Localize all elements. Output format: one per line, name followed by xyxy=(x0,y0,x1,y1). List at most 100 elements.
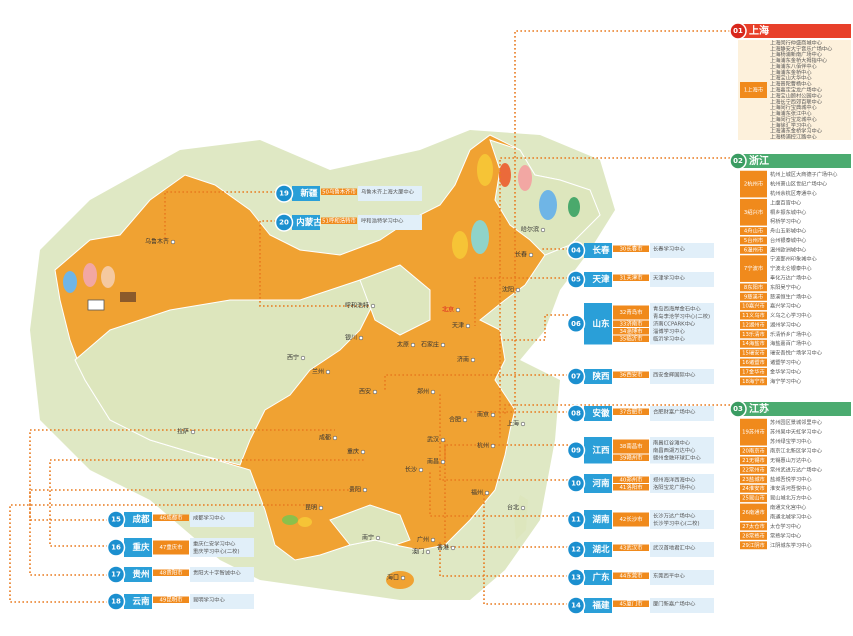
province-box xyxy=(584,510,612,529)
city-name: 38南昌市 xyxy=(619,442,643,450)
province-name: 天津 xyxy=(592,274,610,285)
province-name: 云南 xyxy=(132,596,150,607)
city-name: 28常熟市 xyxy=(742,531,765,539)
city-name: 14海盐市 xyxy=(742,339,765,347)
city-dot xyxy=(425,549,431,555)
city-name: 20南京市 xyxy=(742,447,765,455)
leader-line xyxy=(259,220,370,307)
center-name: 合肥财富广场中心 xyxy=(653,407,696,415)
city-box xyxy=(740,82,767,98)
city-name: 51呼和浩特市 xyxy=(322,216,356,224)
centers-box xyxy=(358,186,422,201)
panel-title: 江苏 xyxy=(749,402,769,415)
city-dot xyxy=(332,435,338,441)
center-name: 青岛西海岸金石中心 xyxy=(653,304,701,312)
center-name: 温州欧洲城中心 xyxy=(770,245,806,253)
centers-box xyxy=(650,542,714,557)
callout-number: 18 xyxy=(111,598,121,606)
center-name: 昆山城北万方中心 xyxy=(770,494,812,502)
city-label: 杭州 xyxy=(477,442,489,450)
city-dot xyxy=(462,417,468,423)
city-box xyxy=(740,170,767,198)
city-name: 45厦门市 xyxy=(619,599,643,607)
city-box xyxy=(613,544,649,551)
center-name: 南通文化宫中心 xyxy=(770,503,806,511)
center-name: 江阴城东学习中心 xyxy=(770,541,812,549)
city-box xyxy=(613,335,649,342)
city-box xyxy=(740,292,767,301)
center-name: 贵阳大十字智诚中心 xyxy=(193,568,241,576)
callout-number-badge xyxy=(106,565,126,584)
city-box xyxy=(613,600,649,607)
city-label: 长沙 xyxy=(405,466,417,474)
city-name: 5台州市 xyxy=(744,236,764,244)
callout-number-badge xyxy=(106,538,126,557)
city-label: 银川 xyxy=(345,334,357,342)
province-name: 新疆 xyxy=(300,188,318,199)
center-name: 盐城吾悦学习中心 xyxy=(770,475,812,483)
callout-number-badge xyxy=(566,474,586,493)
city-name: 4舟山市 xyxy=(744,227,764,235)
city-label: 郑州 xyxy=(417,388,429,396)
city-label: 太原 xyxy=(397,341,409,349)
city-name: 46成都市 xyxy=(159,513,183,521)
city-name: 42长沙市 xyxy=(619,515,643,523)
callout-number: 15 xyxy=(111,516,121,524)
callout-number-badge xyxy=(566,367,586,386)
city-box xyxy=(321,217,357,224)
panel-title: 上海 xyxy=(749,24,769,37)
callout-number: 08 xyxy=(571,410,581,418)
center-name: 上海浦东金桥大拇指中心 xyxy=(770,56,827,64)
city-dot xyxy=(515,287,521,293)
city-dot xyxy=(430,537,436,543)
center-name: 奉化万达广场中心 xyxy=(770,274,812,282)
city-box xyxy=(740,358,767,367)
callout-number: 19 xyxy=(279,190,289,198)
center-name: 瑞安吾悦广场学习中心 xyxy=(770,349,822,357)
city-dot xyxy=(400,575,406,581)
center-name: 无锡惠山万达中心 xyxy=(770,456,812,464)
center-name: 西安金辉国际中心 xyxy=(653,370,696,378)
city-label: 天津 xyxy=(452,323,464,330)
center-name: 上海徐汇学习中心 xyxy=(770,121,812,129)
city-label: 呼和浩特 xyxy=(345,302,369,310)
center-name: 台州银泰城中心 xyxy=(770,236,806,244)
center-name: 杭州萧山区世纪广场中心 xyxy=(770,180,827,188)
city-box xyxy=(613,274,649,281)
province-name: 陕西 xyxy=(592,371,610,382)
callout-number-badge xyxy=(566,568,586,587)
hainan-island xyxy=(386,571,414,589)
province-box xyxy=(584,243,612,258)
callout-number: 05 xyxy=(571,276,581,284)
northwest-strip xyxy=(359,264,431,336)
city-name: 18海宁市 xyxy=(742,377,765,385)
city-name: 2杭州市 xyxy=(744,180,764,188)
center-name: 杭州上城区大商德子广场中心 xyxy=(770,170,837,178)
city-name: 15瑞安市 xyxy=(742,349,765,357)
city-name: 32青岛市 xyxy=(619,308,643,316)
province-box xyxy=(584,570,612,585)
city-box xyxy=(740,494,767,503)
province-name: 重庆 xyxy=(132,542,150,553)
city-dot xyxy=(470,357,476,363)
center-name: 上海长宁西郊百联中心 xyxy=(770,97,822,105)
centers-box xyxy=(650,369,714,384)
province-box xyxy=(124,512,152,527)
center-name: 淮安清河吾悦中心 xyxy=(770,484,812,492)
province-name: 湖北 xyxy=(592,544,610,555)
city-box xyxy=(613,305,649,320)
city-label: 兰州 xyxy=(312,368,324,376)
center-name: 慈溪恒生广场中心 xyxy=(770,292,812,300)
province-name: 成都 xyxy=(132,514,150,525)
city-dot xyxy=(170,239,176,245)
center-name: 苏州吴中天虹学习中心 xyxy=(770,428,822,436)
city-name: 1上海市 xyxy=(744,86,764,94)
city-label: 昆明 xyxy=(305,505,317,512)
center-name: 上海宝山大华中心 xyxy=(770,74,812,82)
center-name: 长沙学习中心(二校) xyxy=(653,519,700,527)
center-name: 东莞西平中心 xyxy=(653,571,685,579)
center-name: 金华学习中心 xyxy=(770,367,801,375)
city-dot xyxy=(300,355,306,361)
province-name: 河南 xyxy=(592,478,610,489)
city-dot xyxy=(490,412,496,418)
